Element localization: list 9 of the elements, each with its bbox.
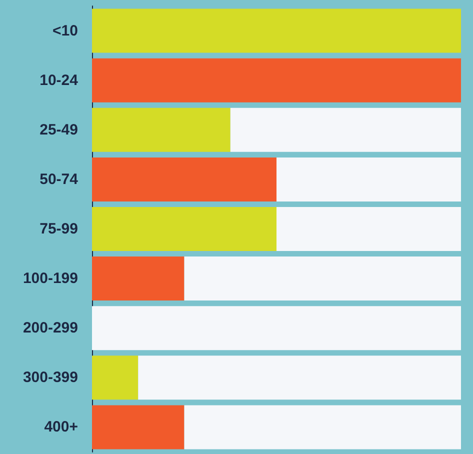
y-tick-label: 75-99 [40, 220, 78, 238]
y-tick-label: 10-24 [40, 72, 79, 89]
y-tick-label: 50-74 [40, 170, 79, 188]
y-tick-label: 25-49 [40, 121, 78, 138]
y-tick-label: 100-199 [22, 270, 78, 288]
y-tick-label: 300-399 [22, 369, 78, 386]
y-tick-label: 400+ [44, 418, 78, 436]
y-tick-label: 200-299 [22, 320, 78, 337]
y-tick-label: <10 [52, 22, 78, 40]
